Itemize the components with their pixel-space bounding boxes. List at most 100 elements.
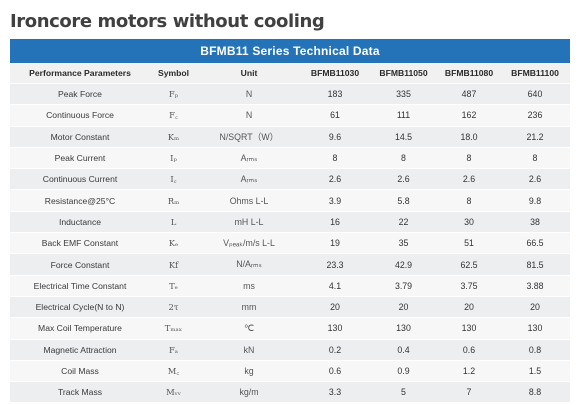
bfmb11100-cell: 66.5 <box>500 232 570 255</box>
bfmb11050-cell: 3.79 <box>369 275 438 297</box>
page-title: Ironcore motors without cooling <box>10 11 325 32</box>
table-header-row: Performance Parameters Symbol Unit BFMB1… <box>10 63 570 84</box>
bfmb11050-cell: 0.9 <box>369 360 438 383</box>
bfmb11080-cell: 30 <box>438 211 500 234</box>
table-body: Peak Force Fₚ N 183 335 487 640 Continuous Forc… <box>10 83 570 404</box>
bfmb11100-cell: 8.8 <box>500 381 570 404</box>
bfmb11030-cell: 2.6 <box>301 168 369 191</box>
bfmb11050-cell: 2.6 <box>369 168 438 191</box>
unit-cell: Ohms L-L <box>197 189 301 212</box>
bfmb11030-cell: 3.3 <box>301 381 369 404</box>
unit-cell: N <box>197 104 301 127</box>
bfmb11100-cell: 81.5 <box>500 253 570 276</box>
bfmb11030-cell: 9.6 <box>301 126 369 148</box>
symbol-cell: Fₐ <box>150 339 197 361</box>
bfmb11080-cell: 162 <box>438 104 500 127</box>
bfmb11100-cell: 21.2 <box>500 126 570 148</box>
bfmb11050-cell: 42.9 <box>369 253 438 276</box>
symbol-cell: Fₚ <box>150 83 197 106</box>
table-row: Force Constant Kf N/Aᵣₘₛ 23.3 42.9 62.5 81.5 <box>10 253 570 276</box>
bfmb11080-cell: 20 <box>438 296 500 319</box>
table-row: Back EMF Constant Kₑ Vₚₑₐₖ/m/s L-L 19 35 51 66… <box>10 232 570 255</box>
table-row: Peak Force Fₚ N 183 335 487 640 <box>10 83 570 106</box>
param-cell: Motor Constant <box>10 126 150 148</box>
bfmb11030-cell: 4.1 <box>301 275 369 297</box>
param-cell: Electrical Time Constant <box>10 275 150 297</box>
symbol-cell: M꜀ <box>150 360 197 383</box>
table-row: Electrical Cycle(N to N) 2τ mm 20 20 20 20 <box>10 296 570 319</box>
bfmb11100-cell: 38 <box>500 211 570 234</box>
symbol-cell: I꜀ <box>150 168 197 191</box>
bfmb11080-cell: 8 <box>438 189 500 212</box>
bfmb11100-cell: 2.6 <box>500 168 570 191</box>
technical-data-table: Performance Parameters Symbol Unit BFMB1… <box>10 63 570 404</box>
unit-cell: kg <box>197 360 301 383</box>
symbol-cell: Kₘ <box>150 126 197 148</box>
symbol-cell: F꜀ <box>150 104 197 127</box>
bfmb11030-cell: 183 <box>301 83 369 106</box>
table-row: Magnetic Attraction Fₐ kN 0.2 0.4 0.6 0.8 <box>10 339 570 361</box>
bfmb11080-cell: 1.2 <box>438 360 500 383</box>
bfmb11050-cell: 14.5 <box>369 126 438 148</box>
header-bfmb11050: BFMB11050 <box>369 63 438 84</box>
bfmb11080-cell: 2.6 <box>438 168 500 191</box>
param-cell: Peak Force <box>10 83 150 106</box>
header-bfmb11100: BFMB11100 <box>500 63 570 84</box>
bfmb11050-cell: 335 <box>369 83 438 106</box>
param-cell: Continuous Current <box>10 168 150 191</box>
unit-cell: ms <box>197 275 301 297</box>
bfmb11050-cell: 22 <box>369 211 438 234</box>
bfmb11100-cell: 0.8 <box>500 339 570 361</box>
table-row: Continuous Current I꜀ Aᵣₘₛ 2.6 2.6 2.6 2.6 <box>10 168 570 191</box>
bfmb11080-cell: 51 <box>438 232 500 255</box>
header-bfmb11080: BFMB11080 <box>438 63 500 84</box>
unit-cell: kg/m <box>197 381 301 404</box>
symbol-cell: 2τ <box>150 296 197 319</box>
bfmb11080-cell: 8 <box>438 147 500 170</box>
header-bfmb11030: BFMB11030 <box>301 63 369 84</box>
symbol-cell: Rₘ <box>150 189 197 212</box>
unit-cell: kN <box>197 339 301 361</box>
bfmb11080-cell: 130 <box>438 317 500 340</box>
param-cell: Max Coil Temperature <box>10 317 150 340</box>
table-row: Peak Current Iₚ Aᵣₘₛ 8 8 8 8 <box>10 147 570 170</box>
param-cell: Continuous Force <box>10 104 150 127</box>
bfmb11030-cell: 0.6 <box>301 360 369 383</box>
unit-cell: N <box>197 83 301 106</box>
unit-cell: Vₚₑₐₖ/m/s L-L <box>197 232 301 255</box>
param-cell: Peak Current <box>10 147 150 170</box>
table-caption: BFMB11 Series Technical Data <box>10 39 570 63</box>
param-cell: Track Mass <box>10 381 150 404</box>
param-cell: Electrical Cycle(N to N) <box>10 296 150 319</box>
bfmb11050-cell: 111 <box>369 104 438 127</box>
bfmb11100-cell: 640 <box>500 83 570 106</box>
table-row: Track Mass Mᵥᵥ kg/m 3.3 5 7 8.8 <box>10 381 570 404</box>
unit-cell: Aᵣₘₛ <box>197 147 301 170</box>
bfmb11080-cell: 18.0 <box>438 126 500 148</box>
bfmb11100-cell: 1.5 <box>500 360 570 383</box>
bfmb11050-cell: 5 <box>369 381 438 404</box>
symbol-cell: Tₑ <box>150 275 197 297</box>
table-row: Electrical Time Constant Tₑ ms 4.1 3.79 3.75 3… <box>10 275 570 297</box>
bfmb11050-cell: 20 <box>369 296 438 319</box>
symbol-cell: Tₘₐₓ <box>150 317 197 340</box>
bfmb11100-cell: 236 <box>500 104 570 127</box>
bfmb11030-cell: 3.9 <box>301 189 369 212</box>
bfmb11100-cell: 130 <box>500 317 570 340</box>
technical-data-table-container: BFMB11 Series Technical Data Performance… <box>10 39 570 404</box>
param-cell: Coil Mass <box>10 360 150 383</box>
unit-cell: Aᵣₘₛ <box>197 168 301 191</box>
bfmb11050-cell: 5.8 <box>369 189 438 212</box>
unit-cell: N/SQRT（W） <box>197 126 301 148</box>
bfmb11030-cell: 16 <box>301 211 369 234</box>
param-cell: Inductance <box>10 211 150 234</box>
bfmb11100-cell: 20 <box>500 296 570 319</box>
bfmb11050-cell: 8 <box>369 147 438 170</box>
symbol-cell: Mᵥᵥ <box>150 381 197 404</box>
table-row: Max Coil Temperature Tₘₐₓ ℃ 130 130 130 130 <box>10 317 570 340</box>
unit-cell: ℃ <box>197 317 301 340</box>
param-cell: Resistance@25°C <box>10 189 150 212</box>
table-row: Coil Mass M꜀ kg 0.6 0.9 1.2 1.5 <box>10 360 570 383</box>
table-row: Motor Constant Kₘ N/SQRT（W） 9.6 14.5 18.0 21.2 <box>10 126 570 148</box>
